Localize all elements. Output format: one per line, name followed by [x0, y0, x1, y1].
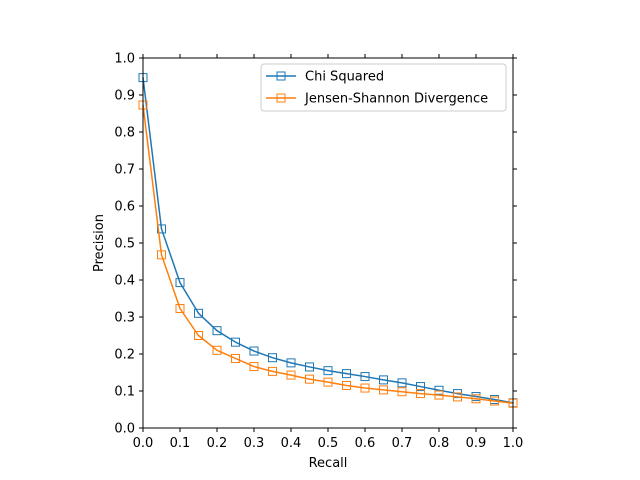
y-tick-label: 0.0	[114, 422, 135, 437]
series-1	[138, 100, 518, 408]
legend-item-0: Chi Squared	[266, 70, 384, 85]
axes-layer: 0.0 0.1 0.2 0.3 0.4 0.5 0.6 0.7 0.8 0.9 1.0 0.0 0.1 0…	[114, 52, 523, 452]
y-tick-label: 0.1	[114, 385, 135, 400]
x-tick-label: 0.0	[133, 436, 154, 451]
data-point	[342, 369, 351, 379]
series-line-1	[142, 104, 514, 404]
data-point	[286, 358, 296, 368]
data-point	[305, 362, 314, 372]
data-point	[379, 385, 388, 395]
series-line-0	[142, 76, 514, 404]
data-point	[490, 396, 499, 406]
y-tick-label: 0.6	[114, 200, 135, 215]
plot-area	[143, 58, 513, 428]
data-point	[323, 377, 333, 387]
x-tick-label: 0.7	[392, 436, 413, 451]
data-point	[175, 278, 185, 288]
y-tick-label: 1.0	[114, 52, 135, 67]
x-axis-label: Recall	[309, 456, 348, 471]
y-tick-label: 0.9	[114, 89, 135, 104]
data-point	[249, 362, 259, 372]
data-point	[212, 326, 222, 336]
y-tick-label: 0.4	[114, 274, 135, 289]
data-point	[323, 366, 333, 376]
data-point	[249, 346, 259, 356]
x-tick-label: 0.3	[244, 436, 265, 451]
data-point	[231, 353, 240, 363]
data-point	[397, 387, 407, 397]
data-point	[379, 375, 388, 385]
legend-marker	[276, 93, 286, 103]
data-point	[453, 392, 462, 402]
data-point	[416, 382, 425, 392]
data-point	[175, 303, 185, 313]
y-tick-label: 0.7	[114, 163, 135, 178]
plot-background	[143, 58, 513, 428]
data-point	[231, 337, 240, 347]
x-tick-label: 0.5	[318, 436, 339, 451]
legend: Chi Squared Jensen-Shannon Divergence	[260, 63, 507, 112]
data-point	[157, 224, 166, 234]
x-tick-label: 0.2	[207, 436, 228, 451]
x-tick-label: 0.4	[281, 436, 302, 451]
y-tick-label: 0.5	[114, 237, 135, 252]
data-point	[157, 250, 166, 260]
x-tick-label: 0.1	[170, 436, 191, 451]
data-point	[434, 385, 444, 395]
data-point	[268, 366, 277, 376]
data-point	[360, 372, 370, 382]
legend-marker	[276, 71, 286, 81]
data-point	[397, 378, 407, 388]
x-tick-label: 1.0	[503, 436, 524, 451]
y-tick-label: 0.8	[114, 126, 135, 141]
x-tick-label: 0.9	[466, 436, 487, 451]
y-axis-label: Precision	[92, 214, 107, 272]
y-tick-label: 0.2	[114, 348, 135, 363]
data-point	[471, 394, 481, 404]
data-point	[212, 345, 222, 355]
data-point	[286, 370, 296, 380]
data-point	[360, 383, 370, 393]
x-tick-label: 0.6	[355, 436, 376, 451]
data-point	[416, 389, 425, 399]
legend-item-1: Jensen-Shannon Divergence	[266, 92, 488, 107]
legend-label: Chi Squared	[305, 70, 384, 85]
y-tick-label: 0.3	[114, 311, 135, 326]
data-point	[268, 353, 277, 363]
data-point	[434, 390, 444, 400]
legend-box	[260, 63, 507, 112]
data-point	[305, 374, 314, 384]
series-layer	[138, 73, 518, 408]
data-point	[194, 308, 203, 318]
data-point	[342, 380, 351, 390]
x-tick-label: 0.8	[429, 436, 450, 451]
data-point	[194, 331, 203, 340]
legend-label: Jensen-Shannon Divergence	[304, 92, 488, 107]
